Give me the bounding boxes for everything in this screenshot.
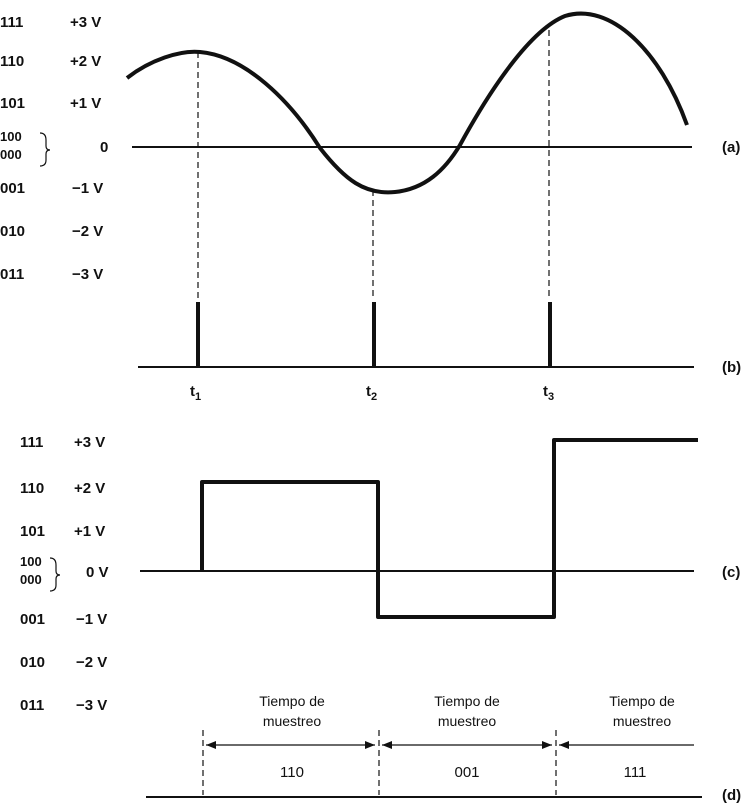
code-top-101: 101	[0, 95, 25, 112]
arrowhead-1-left	[206, 741, 216, 749]
time-label-t2: t2	[366, 383, 377, 403]
section-d: Tiempo de muestreo Tiempo de muestreo Ti…	[146, 693, 741, 804]
code-out-2: 001	[454, 764, 479, 781]
volt-top-p2: +2 V	[70, 53, 101, 70]
code-top-100: 100	[0, 129, 22, 144]
interval-3-line1: Tiempo de	[609, 693, 675, 709]
volt-top-m3: −3 V	[72, 266, 103, 283]
code-out-3: 111	[624, 764, 647, 781]
interval-2-line1: Tiempo de	[434, 693, 500, 709]
interval-3-line2: muestreo	[613, 713, 672, 729]
code-bot-000: 000	[20, 572, 42, 587]
volt-bot-p3: +3 V	[74, 434, 105, 451]
volt-bot-m3: −3 V	[76, 697, 107, 714]
analog-signal-curve	[125, 11, 689, 195]
volt-top-p3: +3 V	[70, 14, 101, 31]
section-c: 111 110 101 100 000 001 010 011 +3 V +2 …	[20, 434, 740, 714]
volt-top-p1: +1 V	[70, 95, 101, 112]
code-out-1: 110	[280, 764, 304, 781]
arrowhead-2-right	[542, 741, 552, 749]
code-top-011: 011	[0, 266, 24, 283]
code-top-111: 111	[0, 14, 23, 31]
code-bot-001: 001	[20, 611, 45, 628]
code-bot-brace	[49, 557, 61, 592]
part-label-a: (a)	[722, 139, 740, 156]
code-bot-101: 101	[20, 523, 45, 540]
time-label-t1: t1	[190, 383, 201, 403]
code-top-010: 010	[0, 223, 25, 240]
interval-1-line2: muestreo	[263, 713, 322, 729]
part-label-c: (c)	[722, 564, 740, 581]
part-label-d: (d)	[722, 787, 741, 804]
volt-bot-p1: +1 V	[74, 523, 105, 540]
code-bot-110: 110	[20, 480, 44, 497]
time-label-t3: t3	[543, 383, 554, 403]
section-a: 111 110 101 100 000 001 010 011 +3 V +2 …	[0, 11, 740, 300]
volt-top-m2: −2 V	[72, 223, 103, 240]
volt-bot-m1: −1 V	[76, 611, 107, 628]
arrowhead-1-right	[365, 741, 375, 749]
arrowhead-2-left	[382, 741, 392, 749]
code-bot-100: 100	[20, 554, 42, 569]
code-bot-011: 011	[20, 697, 44, 714]
interval-1-line1: Tiempo de	[259, 693, 325, 709]
code-top-110: 110	[0, 53, 24, 70]
volt-bot-m2: −2 V	[76, 654, 107, 671]
code-top-000: 000	[0, 147, 22, 162]
volt-top-m1: −1 V	[72, 180, 103, 197]
code-top-001: 001	[0, 180, 25, 197]
quantized-signal	[200, 438, 698, 619]
code-bot-010: 010	[20, 654, 45, 671]
volt-bot-p2: +2 V	[74, 480, 105, 497]
volt-bot-0: 0 V	[86, 564, 109, 581]
arrowhead-3-left	[559, 741, 569, 749]
code-bot-111: 111	[20, 434, 43, 451]
section-b: t1 t2 t3 (b)	[138, 302, 741, 403]
interval-2-line2: muestreo	[438, 713, 497, 729]
volt-top-0: 0	[100, 139, 108, 156]
part-label-b: (b)	[722, 359, 741, 376]
code-top-brace	[39, 132, 51, 167]
